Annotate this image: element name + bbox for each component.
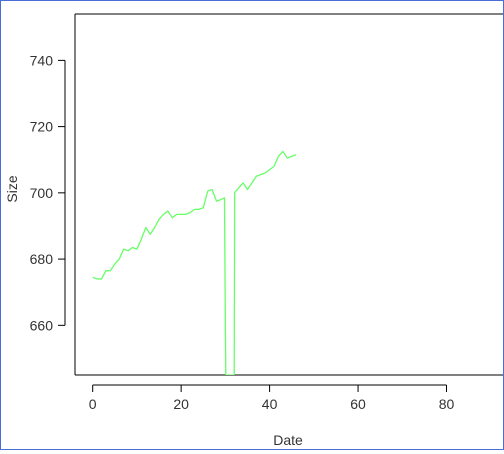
series-line [92, 150, 297, 375]
x-tick-label: 0 [89, 396, 97, 412]
x-axis-title: Date [273, 432, 303, 448]
x-tick-label: 20 [173, 396, 189, 412]
y-axis-title: Size [4, 175, 20, 202]
x-tick-label: 40 [262, 396, 278, 412]
x-tick-label: 80 [439, 396, 455, 412]
axes: 0 20 40 60 80 660 680 700 720 740 [30, 13, 504, 412]
y-tick-label: 720 [30, 119, 54, 135]
series-layer [92, 150, 297, 375]
axis-labels: Date Size [4, 175, 303, 448]
y-tick-label: 700 [30, 185, 54, 201]
y-tick-label: 660 [30, 317, 54, 333]
y-tick-label: 680 [30, 251, 54, 267]
x-tick-label: 60 [350, 396, 366, 412]
y-tick-label: 740 [30, 52, 54, 68]
